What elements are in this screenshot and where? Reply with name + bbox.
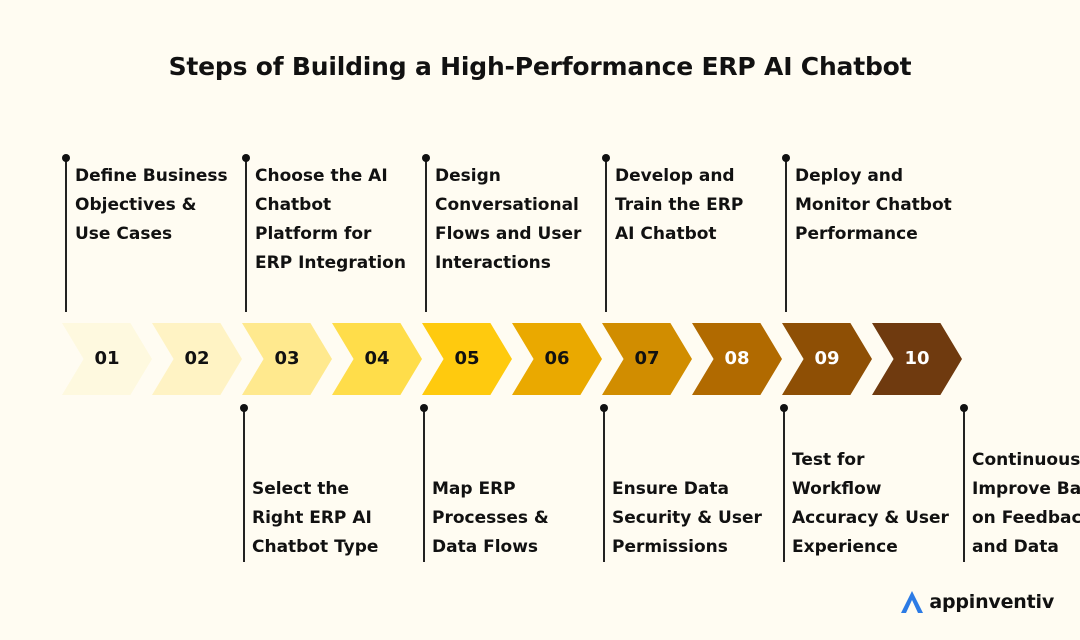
step-label-line: Develop and	[615, 166, 735, 186]
step-connector-line	[65, 158, 67, 312]
step-label-line: Platform for	[255, 224, 372, 244]
step-connector-dot	[242, 154, 250, 162]
step-label-line: Use Cases	[75, 224, 173, 244]
step-label-line: and Data	[972, 537, 1059, 557]
step-connector-line	[783, 408, 785, 562]
step-number: 09	[814, 348, 840, 369]
step-03: 03	[242, 323, 332, 395]
step-label: Select the Right ERP AI Chatbot Type	[252, 475, 417, 562]
step-number: 01	[94, 348, 120, 369]
step-connector-dot	[780, 404, 788, 412]
step-number: 10	[904, 348, 930, 369]
step-connector-dot	[782, 154, 790, 162]
step-label-line: Choose the AI	[255, 166, 388, 186]
step-label-line: Security & User	[612, 508, 762, 528]
step-number: 07	[634, 348, 660, 369]
step-label-line: ERP Integration	[255, 253, 406, 273]
step-label-line: Continuously	[972, 450, 1080, 470]
step-label: Continuously Improve Based on Feedback and …	[972, 446, 1080, 562]
step-label-line: Map ERP	[432, 479, 516, 499]
step-number: 06	[544, 348, 570, 369]
step-label: Deploy and Monitor Chatbot Performance	[795, 162, 960, 249]
step-label-line: Chatbot Type	[252, 537, 379, 557]
step-label-line: Objectives &	[75, 195, 197, 215]
step-connector-line	[425, 158, 427, 312]
step-connector-line	[243, 408, 245, 562]
step-06: 06	[512, 323, 602, 395]
step-label-line: Flows and User	[435, 224, 582, 244]
step-label-line: Right ERP AI	[252, 508, 372, 528]
step-label-line: Ensure Data	[612, 479, 729, 499]
step-label-line: Design	[435, 166, 501, 186]
appinventiv-logo-icon	[901, 591, 924, 613]
brand-name: appinventiv	[929, 591, 1054, 613]
step-connector-dot	[62, 154, 70, 162]
step-label: Map ERP Processes & Data Flows	[432, 475, 597, 562]
step-connector-dot	[422, 154, 430, 162]
step-label-line: Data Flows	[432, 537, 539, 557]
step-connector-line	[963, 408, 965, 562]
step-04: 04	[332, 323, 422, 395]
step-connector-dot	[602, 154, 610, 162]
step-connector-line	[785, 158, 787, 312]
diagram-title: Steps of Building a High-Performance ERP…	[168, 52, 912, 81]
step-label-line: Permissions	[612, 537, 728, 557]
step-10: 10	[872, 323, 962, 395]
step-02: 02	[152, 323, 242, 395]
step-connector-line	[423, 408, 425, 562]
step-label: Define Business Objectives & Use Cases	[75, 162, 240, 249]
step-label-line: on Feedback	[972, 508, 1080, 528]
step-label-line: Chatbot	[255, 195, 332, 215]
step-label-line: Test for	[792, 450, 865, 470]
step-label-line: Define Business	[75, 166, 228, 186]
step-label: Choose the AI Chatbot Platform for ERP Inte…	[255, 162, 420, 278]
step-connector-line	[605, 158, 607, 312]
step-number: 03	[274, 348, 300, 369]
step-label-line: Conversational	[435, 195, 579, 215]
step-label-line: Interactions	[435, 253, 551, 273]
step-connector-dot	[420, 404, 428, 412]
step-label-line: Performance	[795, 224, 918, 244]
step-07: 07	[602, 323, 692, 395]
step-09: 09	[782, 323, 872, 395]
step-label-line: AI Chatbot	[615, 224, 717, 244]
step-number: 04	[364, 348, 390, 369]
step-connector-dot	[600, 404, 608, 412]
brand-logo: appinventiv	[899, 589, 1054, 615]
step-label: Ensure Data Security & User Permissions	[612, 475, 777, 562]
step-label-line: Processes &	[432, 508, 549, 528]
step-label-line: Experience	[792, 537, 898, 557]
step-08: 08	[692, 323, 782, 395]
step-number: 05	[454, 348, 480, 369]
step-label-line: Deploy and	[795, 166, 904, 186]
step-label: Test for Workflow Accuracy & User Experienc…	[792, 446, 957, 562]
step-number: 08	[724, 348, 750, 369]
step-05: 05	[422, 323, 512, 395]
step-number: 02	[184, 348, 210, 369]
step-label-line: Accuracy & User	[792, 508, 949, 528]
step-label-line: Improve Based	[972, 479, 1080, 499]
step-01: 01	[62, 323, 152, 395]
step-connector-line	[603, 408, 605, 562]
step-label-line: Monitor Chatbot	[795, 195, 952, 215]
step-label-line: Train the ERP	[615, 195, 744, 215]
step-connector-dot	[240, 404, 248, 412]
step-connector-dot	[960, 404, 968, 412]
step-label: Design Conversational Flows and User Intera…	[435, 162, 600, 278]
step-connector-line	[245, 158, 247, 312]
step-label-line: Workflow	[792, 479, 882, 499]
step-label-line: Select the	[252, 479, 350, 499]
step-label: Develop and Train the ERP AI Chatbot	[615, 162, 780, 249]
